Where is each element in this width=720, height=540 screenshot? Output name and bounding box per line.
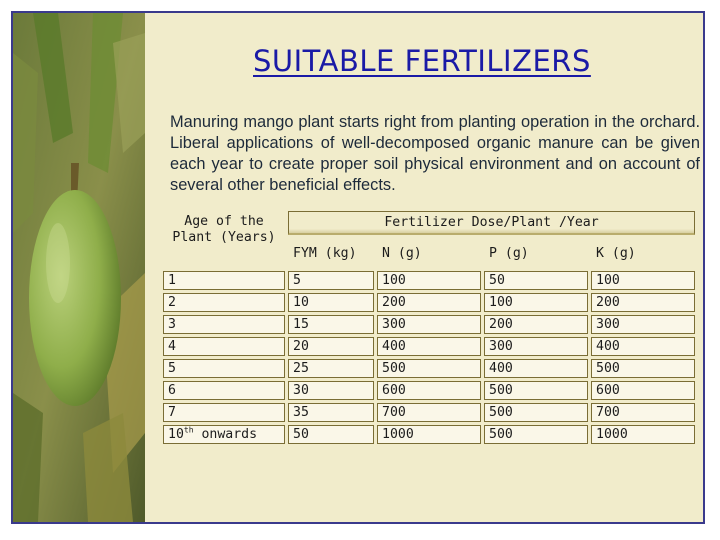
cell-p: 500 [484,425,588,444]
table-header-row: Age of the Plant (Years) Fertilizer Dose… [163,211,695,268]
column-header-n: N (g) [377,238,481,268]
table-subheader-row: FYM (kg) N (g) P (g) K (g) [163,238,695,268]
cell-k: 100 [591,271,695,290]
cell-p: 500 [484,403,588,422]
mango-photo [13,13,145,522]
table-row: 1 5 100 50 100 [163,271,695,290]
cell-fym: 20 [288,337,374,356]
cell-k: 200 [591,293,695,312]
table-row: 3 15 300 200 300 [163,315,695,334]
cell-fym: 30 [288,381,374,400]
cell-age: 6 [163,381,285,400]
cell-k: 600 [591,381,695,400]
cell-age: 5 [163,359,285,378]
cell-k: 500 [591,359,695,378]
column-header-p: P (g) [484,238,588,268]
cell-n: 700 [377,403,481,422]
age-suffix-text: onwards [193,427,258,442]
table-row: 6 30 600 500 600 [163,381,695,400]
cell-age: 10th onwards [163,425,285,444]
cell-p: 200 [484,315,588,334]
cell-fym: 15 [288,315,374,334]
fertilizer-dose-header: Fertilizer Dose/Plant /Year [288,211,695,235]
cell-k: 700 [591,403,695,422]
cell-fym: 50 [288,425,374,444]
cell-n: 600 [377,381,481,400]
table-row: 7 35 700 500 700 [163,403,695,422]
cell-age: 7 [163,403,285,422]
slide-frame: SUITABLE FERTILIZERS Manuring mango plan… [11,11,705,524]
cell-fym: 10 [288,293,374,312]
cell-n: 1000 [377,425,481,444]
column-header-fym: FYM (kg) [288,238,374,268]
intro-paragraph: Manuring mango plant starts right from p… [170,113,700,194]
table-row: 5 25 500 400 500 [163,359,695,378]
cell-age: 4 [163,337,285,356]
table-row: 2 10 200 100 200 [163,293,695,312]
column-header-k: K (g) [591,238,695,268]
cell-n: 300 [377,315,481,334]
cell-n: 200 [377,293,481,312]
cell-fym: 25 [288,359,374,378]
cell-n: 500 [377,359,481,378]
cell-p: 50 [484,271,588,290]
table-row: 10th onwards 50 1000 500 1000 [163,425,695,444]
age-ordinal-suffix: th [183,425,194,435]
fertilizer-table: Age of the Plant (Years) Fertilizer Dose… [160,208,698,447]
cell-k: 1000 [591,425,695,444]
table-row: 4 20 400 300 400 [163,337,695,356]
cell-k: 400 [591,337,695,356]
age-column-header: Age of the Plant (Years) [163,211,285,268]
cell-n: 100 [377,271,481,290]
cell-age: 1 [163,271,285,290]
page-title: SUITABLE FERTILIZERS [253,44,591,78]
cell-age: 3 [163,315,285,334]
age-number: 10 [168,427,184,442]
cell-p: 400 [484,359,588,378]
cell-k: 300 [591,315,695,334]
cell-p: 300 [484,337,588,356]
cell-fym: 5 [288,271,374,290]
cell-p: 100 [484,293,588,312]
cell-fym: 35 [288,403,374,422]
cell-age: 2 [163,293,285,312]
cell-p: 500 [484,381,588,400]
cell-n: 400 [377,337,481,356]
